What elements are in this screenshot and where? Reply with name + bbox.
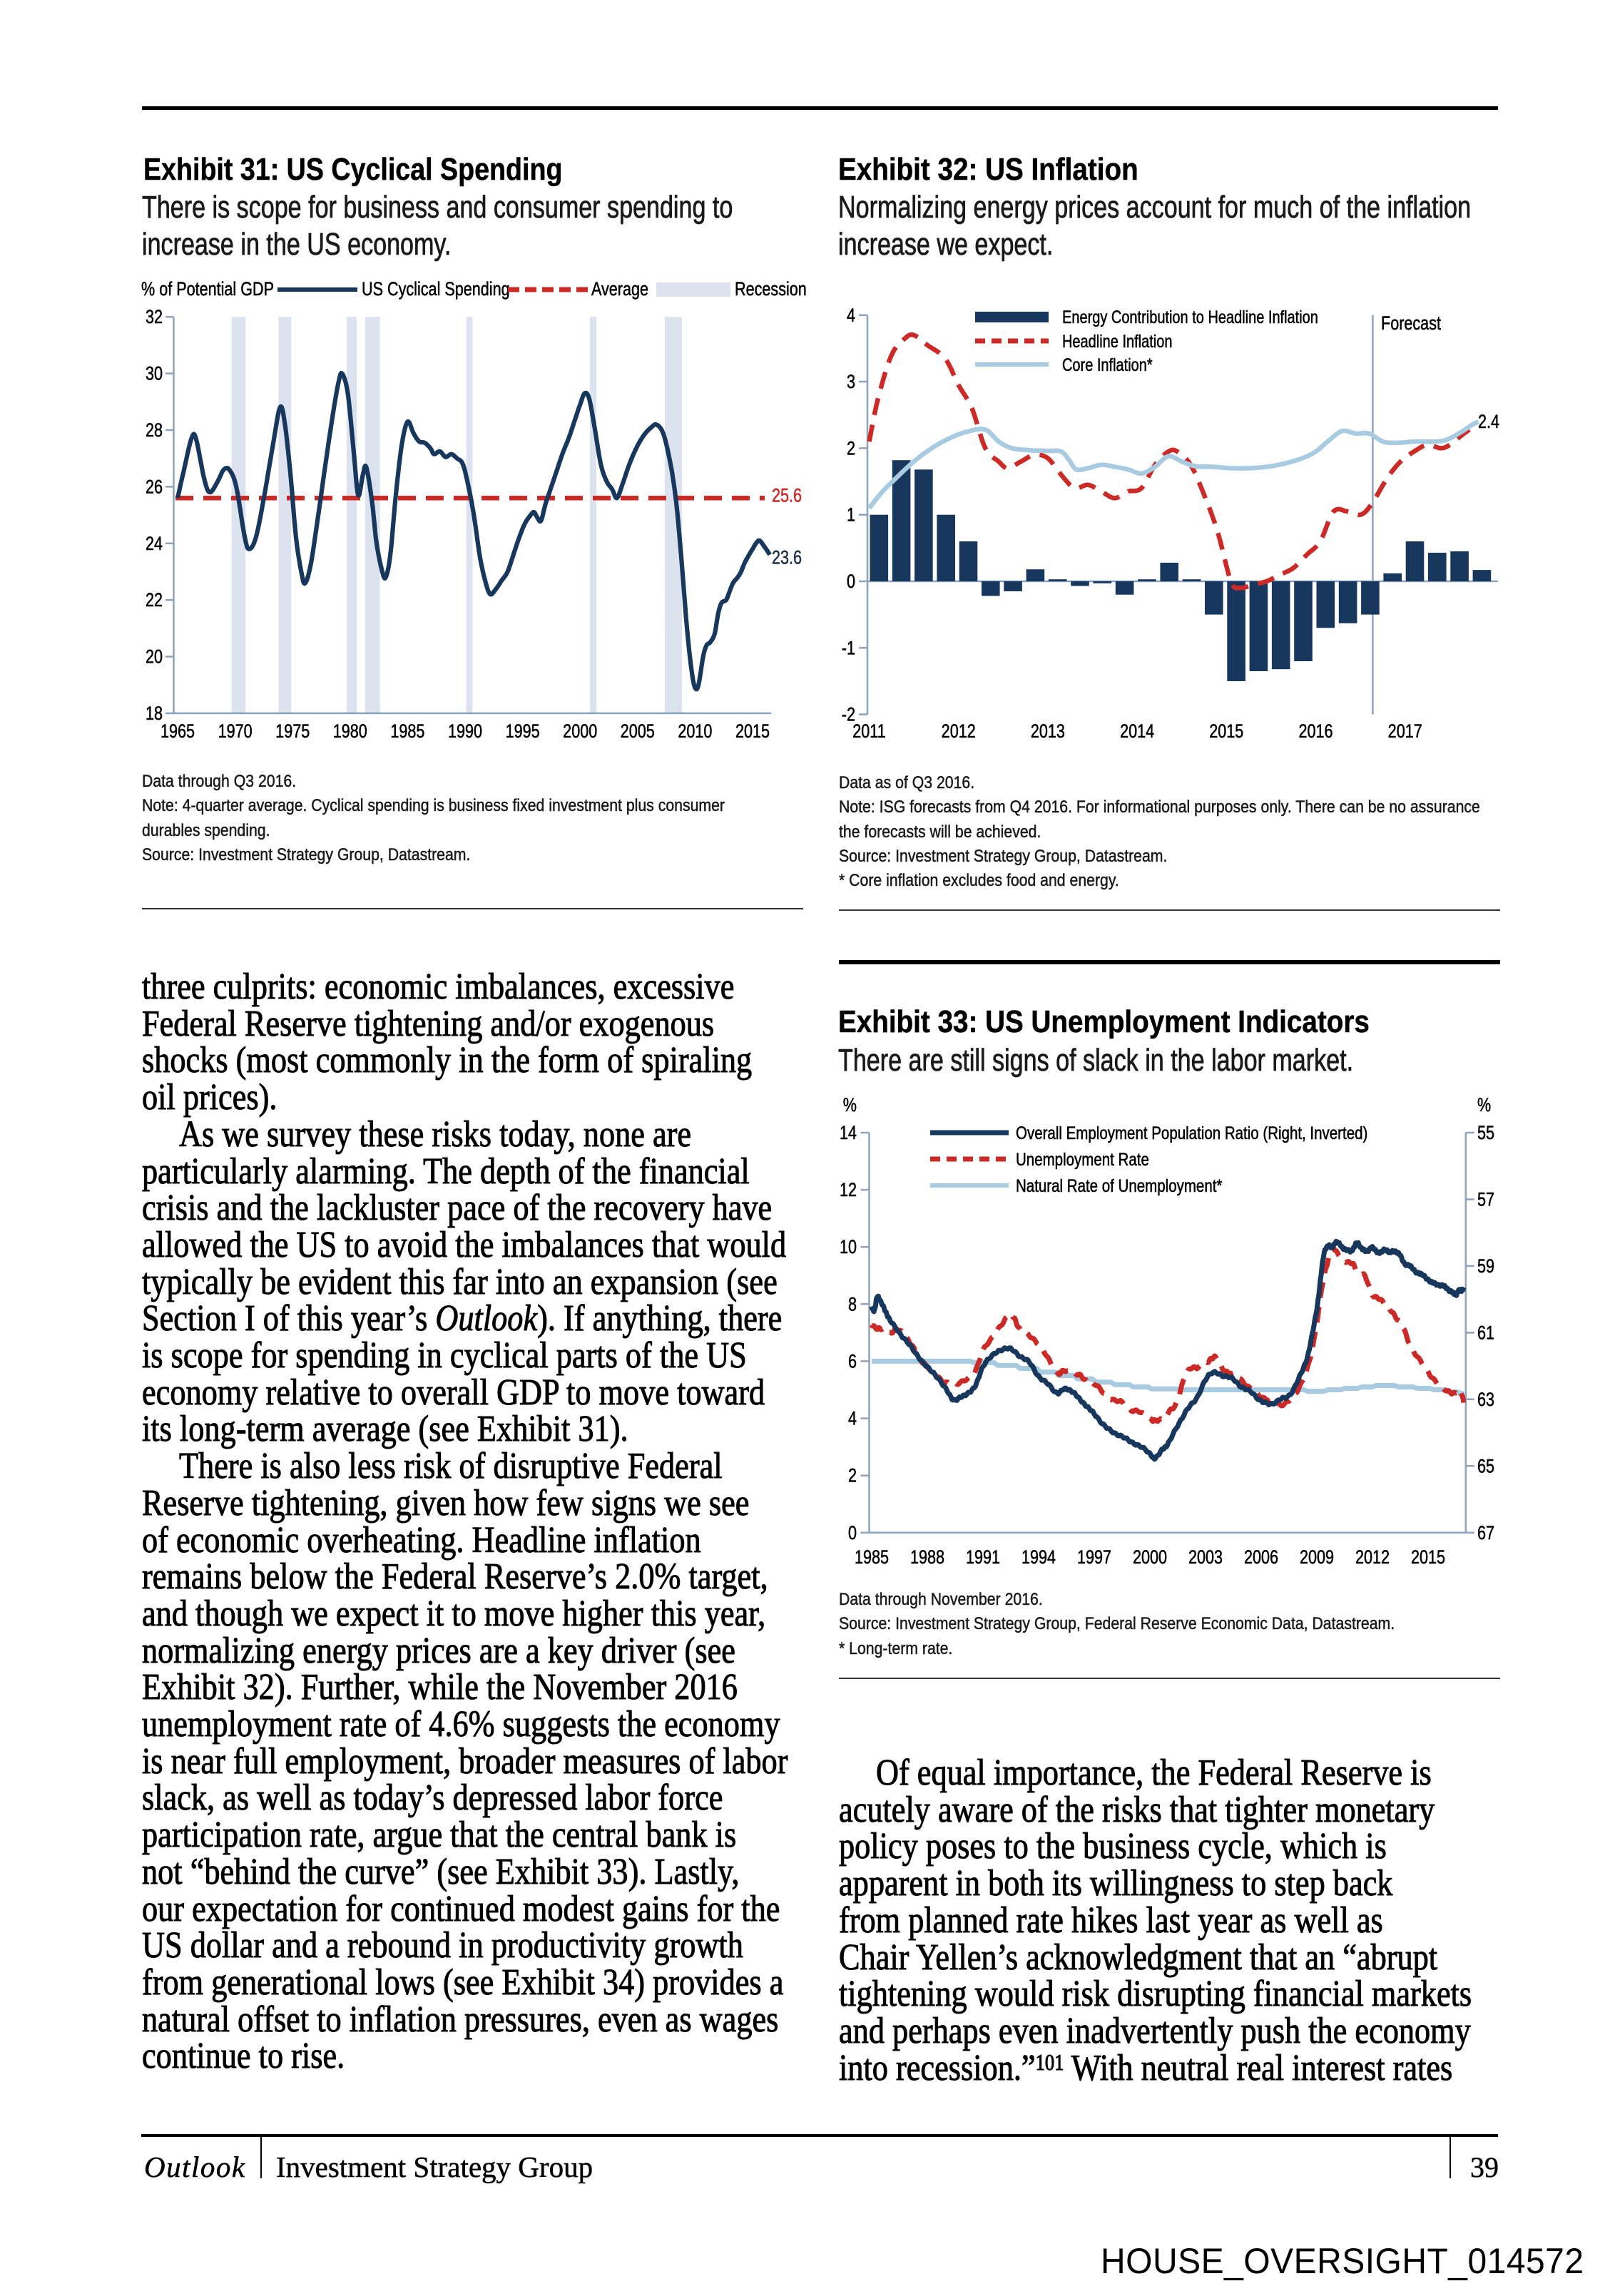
- svg-text:1995: 1995: [506, 721, 540, 743]
- svg-text:61: 61: [1477, 1322, 1494, 1344]
- svg-text:65: 65: [1477, 1456, 1494, 1477]
- svg-text:3: 3: [847, 372, 855, 393]
- svg-text:22: 22: [146, 590, 163, 611]
- svg-text:2014: 2014: [1120, 721, 1154, 743]
- svg-text:25.6: 25.6: [772, 485, 802, 506]
- svg-text:14: 14: [840, 1123, 857, 1144]
- svg-text:2: 2: [847, 438, 855, 459]
- svg-text:4: 4: [848, 1408, 857, 1429]
- svg-text:Average: Average: [591, 279, 648, 300]
- svg-text:Natural Rate of Unemployment*: Natural Rate of Unemployment*: [1016, 1175, 1222, 1195]
- svg-text:2013: 2013: [1031, 721, 1065, 743]
- svg-text:1994: 1994: [1021, 1547, 1056, 1568]
- svg-text:1965: 1965: [160, 721, 195, 743]
- svg-text:67: 67: [1477, 1523, 1494, 1544]
- svg-text:2.4: 2.4: [1478, 412, 1499, 433]
- svg-text:%: %: [843, 1095, 857, 1116]
- svg-text:28: 28: [146, 420, 163, 442]
- svg-text:% of Potential GDP: % of Potential GDP: [141, 279, 274, 300]
- svg-text:1980: 1980: [333, 721, 367, 743]
- svg-text:Unemployment Rate: Unemployment Rate: [1016, 1149, 1149, 1169]
- svg-text:2011: 2011: [852, 721, 885, 743]
- svg-text:1997: 1997: [1077, 1547, 1111, 1568]
- svg-text:18: 18: [146, 703, 163, 725]
- svg-text:2006: 2006: [1244, 1547, 1278, 1568]
- svg-text:Core Inflation*: Core Inflation*: [1062, 355, 1153, 375]
- svg-text:59: 59: [1477, 1256, 1494, 1277]
- svg-text:10: 10: [840, 1237, 857, 1258]
- svg-text:0: 0: [848, 1523, 857, 1544]
- svg-text:57: 57: [1477, 1189, 1494, 1210]
- svg-text:30: 30: [146, 363, 163, 384]
- svg-text:23.6: 23.6: [772, 548, 802, 569]
- svg-text:2012: 2012: [942, 721, 976, 743]
- svg-text:1970: 1970: [218, 721, 253, 743]
- svg-text:55: 55: [1477, 1123, 1494, 1144]
- svg-text:Energy Contribution to Headlin: Energy Contribution to Headline Inflatio…: [1062, 307, 1318, 327]
- svg-text:0: 0: [847, 571, 855, 593]
- svg-text:2017: 2017: [1388, 721, 1422, 743]
- svg-text:1: 1: [847, 505, 855, 526]
- svg-text:%: %: [1477, 1095, 1491, 1116]
- svg-text:2009: 2009: [1300, 1547, 1334, 1568]
- svg-text:Forecast: Forecast: [1381, 313, 1441, 335]
- svg-text:32: 32: [146, 307, 163, 328]
- svg-text:26: 26: [146, 476, 163, 498]
- svg-text:-1: -1: [842, 638, 855, 659]
- svg-text:1985: 1985: [855, 1547, 889, 1568]
- svg-text:4: 4: [847, 305, 855, 327]
- svg-text:US Cyclical Spending: US Cyclical Spending: [362, 279, 510, 300]
- svg-text:24: 24: [146, 534, 163, 555]
- svg-text:63: 63: [1477, 1389, 1494, 1411]
- svg-text:2000: 2000: [563, 721, 597, 743]
- svg-text:1988: 1988: [910, 1547, 944, 1568]
- svg-text:Headline Inflation: Headline Inflation: [1062, 332, 1172, 352]
- svg-text:20: 20: [146, 646, 163, 668]
- svg-text:2003: 2003: [1188, 1547, 1223, 1568]
- svg-text:2: 2: [848, 1466, 857, 1487]
- svg-text:1985: 1985: [390, 721, 424, 743]
- svg-text:-2: -2: [842, 704, 855, 725]
- svg-text:2012: 2012: [1355, 1547, 1390, 1568]
- svg-text:8: 8: [848, 1294, 857, 1315]
- svg-text:Recession: Recession: [735, 279, 807, 300]
- svg-text:2015: 2015: [1209, 721, 1243, 743]
- svg-text:1975: 1975: [275, 721, 310, 743]
- svg-text:1991: 1991: [966, 1547, 1000, 1568]
- svg-text:2015: 2015: [735, 721, 770, 743]
- svg-text:2000: 2000: [1133, 1547, 1167, 1568]
- svg-text:6: 6: [848, 1351, 857, 1372]
- svg-text:2010: 2010: [678, 721, 712, 743]
- svg-text:12: 12: [840, 1180, 857, 1201]
- svg-text:Overall Employment Population: Overall Employment Population Ratio (Rig…: [1016, 1123, 1367, 1143]
- svg-text:2016: 2016: [1298, 721, 1333, 743]
- svg-text:2015: 2015: [1411, 1547, 1445, 1568]
- svg-text:1990: 1990: [448, 721, 482, 743]
- svg-text:2005: 2005: [621, 721, 655, 743]
